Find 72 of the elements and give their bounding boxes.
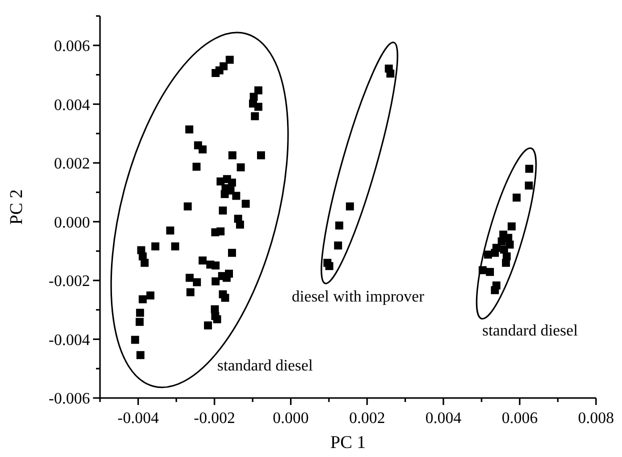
point xyxy=(257,151,266,160)
point xyxy=(254,86,262,94)
point xyxy=(236,163,245,172)
point xyxy=(508,222,516,230)
x-tick-label: -0.004 xyxy=(117,410,159,427)
point xyxy=(186,274,194,282)
point xyxy=(213,315,222,324)
point xyxy=(198,256,207,264)
point xyxy=(212,261,220,270)
point xyxy=(500,246,508,254)
point xyxy=(136,351,144,360)
point xyxy=(335,222,344,230)
point xyxy=(151,242,160,250)
x-tick-label: 0.006 xyxy=(502,410,538,427)
point xyxy=(242,200,250,208)
point xyxy=(524,182,533,190)
point xyxy=(486,268,494,276)
point xyxy=(198,145,207,154)
point xyxy=(136,318,144,326)
point xyxy=(185,125,194,134)
point xyxy=(254,102,262,111)
point xyxy=(334,241,342,250)
point xyxy=(228,151,236,160)
point xyxy=(232,192,240,200)
point xyxy=(138,295,147,304)
point xyxy=(512,194,521,202)
y-axis-title: PC 2 xyxy=(6,189,26,225)
point xyxy=(236,220,244,229)
y-tick-label: 0.006 xyxy=(54,38,90,55)
point xyxy=(525,164,534,173)
point xyxy=(228,178,236,187)
point xyxy=(192,162,201,171)
y-tick-label: 0.002 xyxy=(54,156,90,173)
point xyxy=(192,278,201,286)
point xyxy=(502,258,510,267)
y-tick-label: -0.004 xyxy=(48,332,90,349)
y-tick-label: 0.004 xyxy=(54,96,90,114)
x-tick-label: 0.004 xyxy=(425,410,462,427)
point xyxy=(228,248,236,257)
x-tick-label: 0.008 xyxy=(578,410,614,427)
point xyxy=(490,286,499,294)
point xyxy=(218,206,227,215)
point xyxy=(204,321,212,330)
point xyxy=(184,202,192,210)
point xyxy=(140,258,149,267)
point xyxy=(166,226,174,235)
point xyxy=(220,62,228,70)
point xyxy=(478,266,487,274)
point xyxy=(136,308,144,317)
point xyxy=(212,277,220,286)
point xyxy=(386,70,394,78)
point xyxy=(325,262,334,270)
y-tick-label: -0.006 xyxy=(48,390,90,408)
y-tick-label: -0.002 xyxy=(48,273,90,290)
y-tick-label: 0.000 xyxy=(54,214,90,232)
x-tick-label: -0.002 xyxy=(194,410,236,427)
point xyxy=(250,112,259,120)
point xyxy=(221,294,230,302)
x-tick-label: 0.000 xyxy=(272,410,309,427)
annotation: standard diesel xyxy=(217,358,314,375)
point xyxy=(146,291,154,300)
annotation: diesel with improver xyxy=(292,288,425,306)
point xyxy=(131,336,140,344)
point xyxy=(346,202,354,210)
point xyxy=(171,242,180,250)
x-axis-title: PC 1 xyxy=(330,432,366,452)
point xyxy=(216,227,225,236)
point xyxy=(506,240,514,249)
x-tick-label: 0.002 xyxy=(349,410,386,427)
point xyxy=(186,288,194,296)
annotation: standard diesel xyxy=(482,322,578,340)
point xyxy=(226,56,234,64)
